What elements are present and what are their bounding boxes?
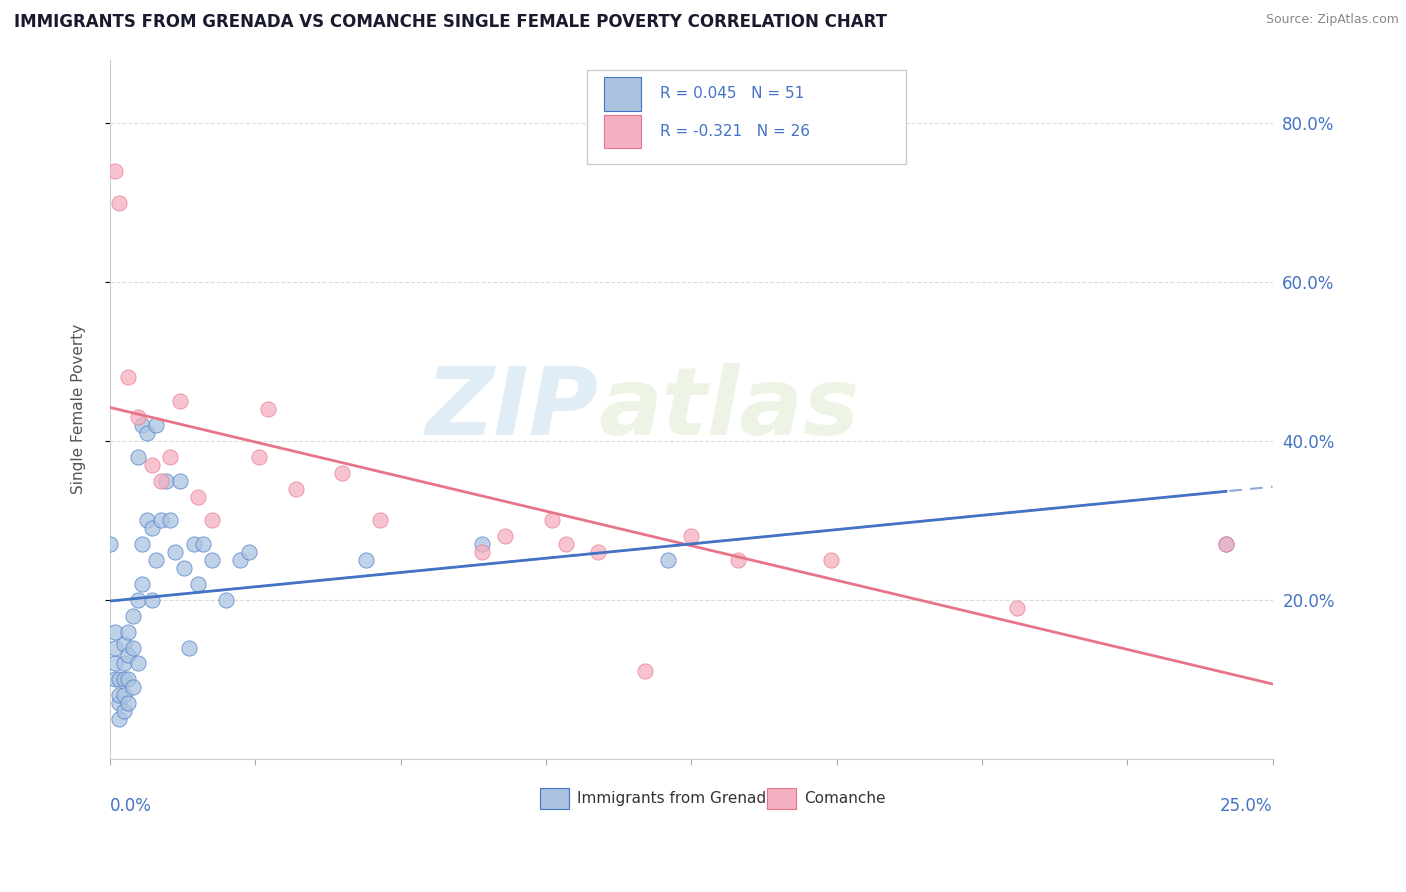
Point <box>103 657 125 671</box>
Point <box>98 537 121 551</box>
Point <box>127 593 149 607</box>
Point <box>1215 537 1237 551</box>
Point <box>127 450 149 464</box>
Point <box>820 553 842 567</box>
Point <box>127 657 149 671</box>
Point <box>117 673 139 687</box>
Point <box>183 537 205 551</box>
Text: Comanche: Comanche <box>804 791 886 806</box>
Point <box>163 545 186 559</box>
Point <box>169 474 191 488</box>
Point <box>494 529 516 543</box>
Point <box>103 640 125 655</box>
Point <box>238 545 260 559</box>
Point <box>112 704 135 718</box>
Bar <box>605 77 641 111</box>
Point <box>108 195 131 210</box>
Point <box>103 673 125 687</box>
Point <box>354 553 377 567</box>
Text: 25.0%: 25.0% <box>1220 797 1272 815</box>
Point <box>108 696 131 710</box>
Point <box>634 665 657 679</box>
Point <box>1005 600 1028 615</box>
Point <box>131 418 153 433</box>
Point <box>108 712 131 726</box>
Point <box>159 513 181 527</box>
Point <box>112 657 135 671</box>
Point <box>155 474 177 488</box>
Point <box>141 593 163 607</box>
Point <box>141 521 163 535</box>
Text: Immigrants from Grenada: Immigrants from Grenada <box>578 791 776 806</box>
Point <box>247 450 270 464</box>
Y-axis label: Single Female Poverty: Single Female Poverty <box>72 324 86 494</box>
Point <box>332 466 354 480</box>
Point <box>540 513 562 527</box>
Point <box>1215 537 1237 551</box>
Point <box>122 680 145 694</box>
Point <box>215 593 238 607</box>
Point <box>131 537 153 551</box>
Text: ZIP: ZIP <box>425 363 598 455</box>
Point <box>471 537 494 551</box>
Point <box>201 513 224 527</box>
Text: R = 0.045   N = 51: R = 0.045 N = 51 <box>659 87 804 102</box>
Point <box>191 537 214 551</box>
Point <box>117 696 139 710</box>
Text: Source: ZipAtlas.com: Source: ZipAtlas.com <box>1265 13 1399 27</box>
Point <box>108 688 131 702</box>
Point <box>117 648 139 663</box>
Point <box>103 164 125 178</box>
Point <box>112 673 135 687</box>
Point <box>201 553 224 567</box>
Point <box>727 553 749 567</box>
Point <box>122 608 145 623</box>
Point <box>141 458 163 472</box>
Point <box>177 640 200 655</box>
Text: 0.0%: 0.0% <box>110 797 152 815</box>
Point <box>173 561 195 575</box>
Point <box>681 529 703 543</box>
Point <box>103 624 125 639</box>
Point <box>127 410 149 425</box>
Point <box>145 418 167 433</box>
Point <box>368 513 391 527</box>
Point <box>145 553 167 567</box>
Point <box>586 545 609 559</box>
Text: IMMIGRANTS FROM GRENADA VS COMANCHE SINGLE FEMALE POVERTY CORRELATION CHART: IMMIGRANTS FROM GRENADA VS COMANCHE SING… <box>14 13 887 31</box>
Point <box>187 577 209 591</box>
Text: atlas: atlas <box>598 363 859 455</box>
FancyBboxPatch shape <box>586 70 907 164</box>
Point <box>554 537 576 551</box>
Point <box>150 513 173 527</box>
Point <box>108 673 131 687</box>
Text: R = -0.321   N = 26: R = -0.321 N = 26 <box>659 124 810 139</box>
Bar <box>540 789 569 809</box>
Point <box>122 640 145 655</box>
Point <box>150 474 173 488</box>
Point <box>471 545 494 559</box>
Point <box>657 553 679 567</box>
Point <box>112 688 135 702</box>
Point <box>112 636 135 650</box>
Point <box>284 482 307 496</box>
Point <box>187 490 209 504</box>
Point <box>136 425 159 440</box>
Point <box>169 394 191 409</box>
Point <box>136 513 159 527</box>
Bar <box>766 789 796 809</box>
Point <box>117 370 139 384</box>
Point <box>117 624 139 639</box>
Bar <box>605 115 641 148</box>
Point <box>257 402 280 417</box>
Point <box>229 553 252 567</box>
Point <box>131 577 153 591</box>
Point <box>159 450 181 464</box>
